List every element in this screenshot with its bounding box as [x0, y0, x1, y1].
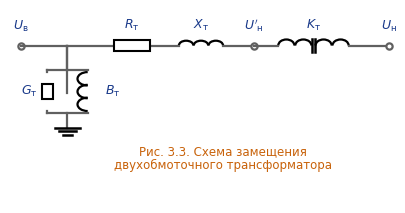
- Bar: [114, 40, 150, 51]
- Text: $X_\mathsf{т}$: $X_\mathsf{т}$: [192, 17, 209, 33]
- Text: Рис. 3.3. Схема замещения: Рис. 3.3. Схема замещения: [139, 146, 307, 159]
- Bar: [41, 84, 53, 99]
- Text: $K_\mathsf{т}$: $K_\mathsf{т}$: [305, 17, 320, 33]
- Text: $R_\mathsf{т}$: $R_\mathsf{т}$: [124, 17, 140, 33]
- Text: $U'_\mathsf{н}$: $U'_\mathsf{н}$: [243, 18, 263, 34]
- Text: $B_\mathsf{т}$: $B_\mathsf{т}$: [104, 84, 120, 99]
- Text: $U_\mathsf{в}$: $U_\mathsf{в}$: [13, 19, 29, 34]
- Text: двухобмоточного трансформатора: двухобмоточного трансформатора: [114, 159, 331, 172]
- Text: $G_\mathsf{т}$: $G_\mathsf{т}$: [21, 84, 37, 99]
- Text: $U_\mathsf{н}$: $U_\mathsf{н}$: [380, 19, 396, 34]
